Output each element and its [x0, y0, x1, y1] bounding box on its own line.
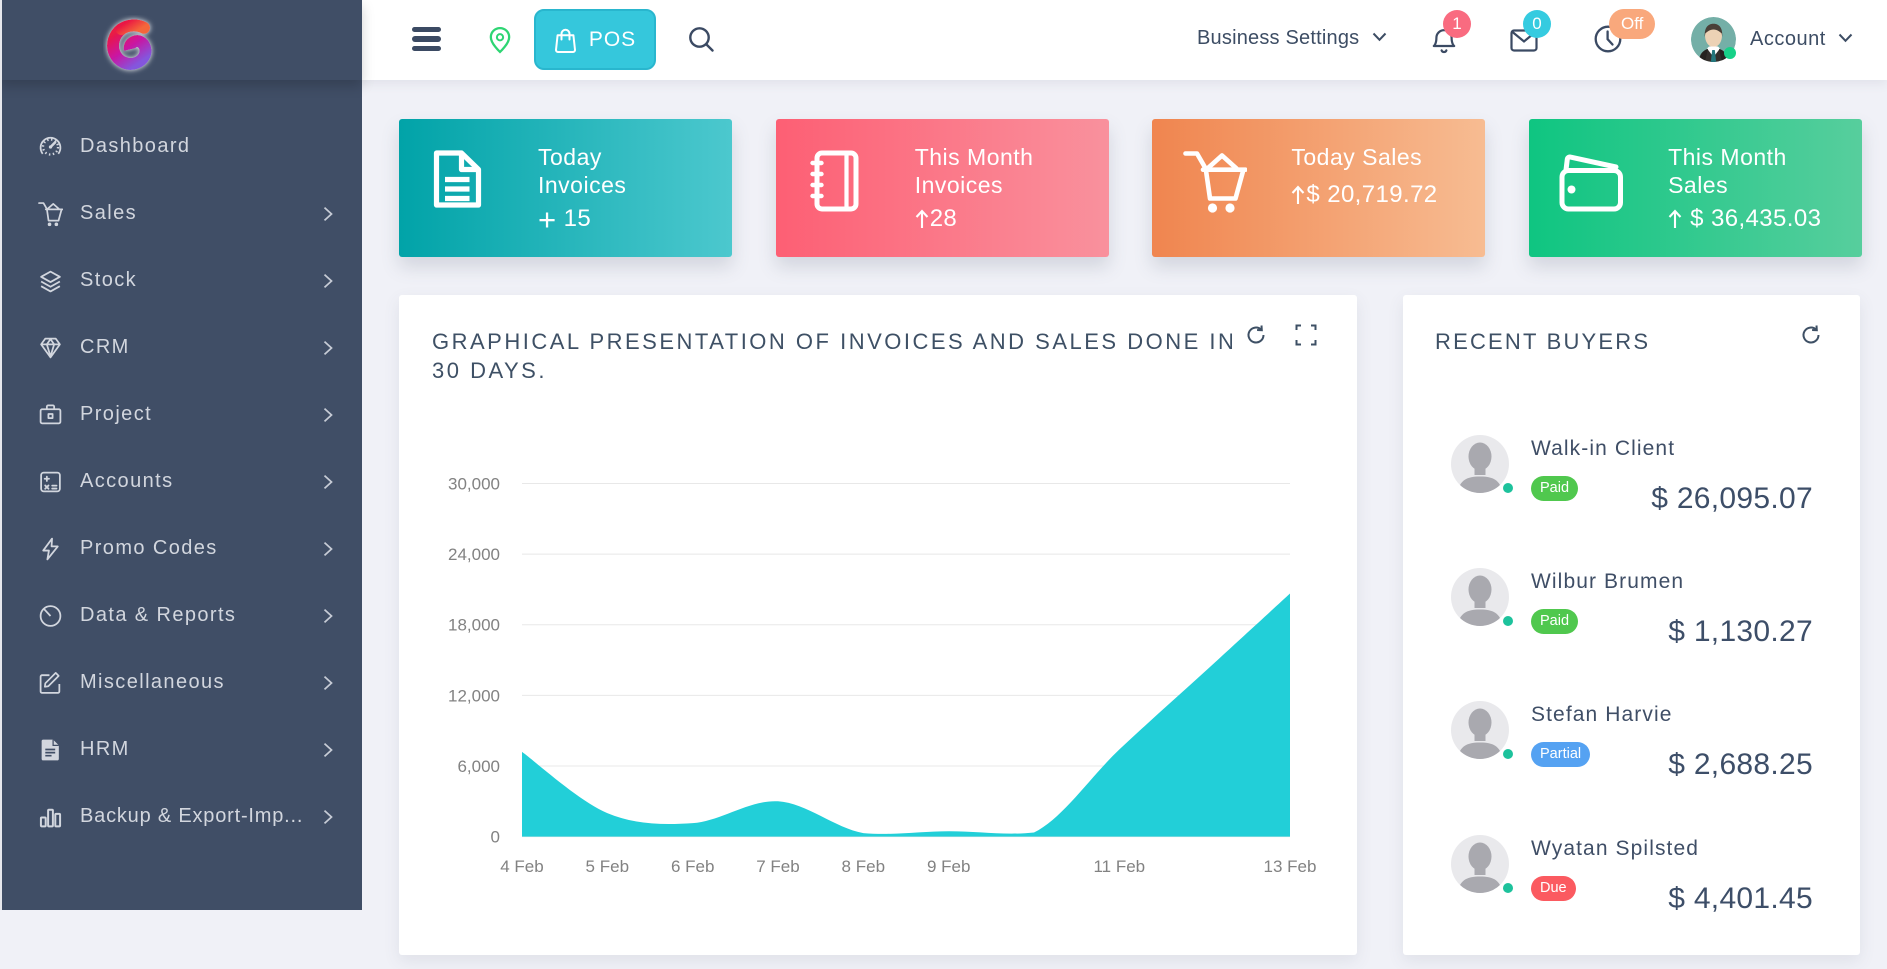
svg-text:6 Feb: 6 Feb — [671, 857, 714, 876]
svg-text:9 Feb: 9 Feb — [927, 857, 970, 876]
svg-text:13 Feb: 13 Feb — [1264, 857, 1317, 876]
svg-text:24,000: 24,000 — [448, 545, 500, 564]
svg-text:7 Feb: 7 Feb — [756, 857, 799, 876]
svg-text:11 Feb: 11 Feb — [1093, 857, 1145, 876]
svg-text:30,000: 30,000 — [448, 475, 500, 494]
svg-text:5 Feb: 5 Feb — [586, 857, 629, 876]
svg-text:8 Feb: 8 Feb — [842, 857, 885, 876]
svg-text:12,000: 12,000 — [448, 686, 500, 705]
svg-text:18,000: 18,000 — [448, 616, 500, 635]
svg-text:0: 0 — [491, 828, 500, 847]
svg-text:6,000: 6,000 — [457, 757, 500, 776]
svg-text:4 Feb: 4 Feb — [500, 857, 543, 876]
